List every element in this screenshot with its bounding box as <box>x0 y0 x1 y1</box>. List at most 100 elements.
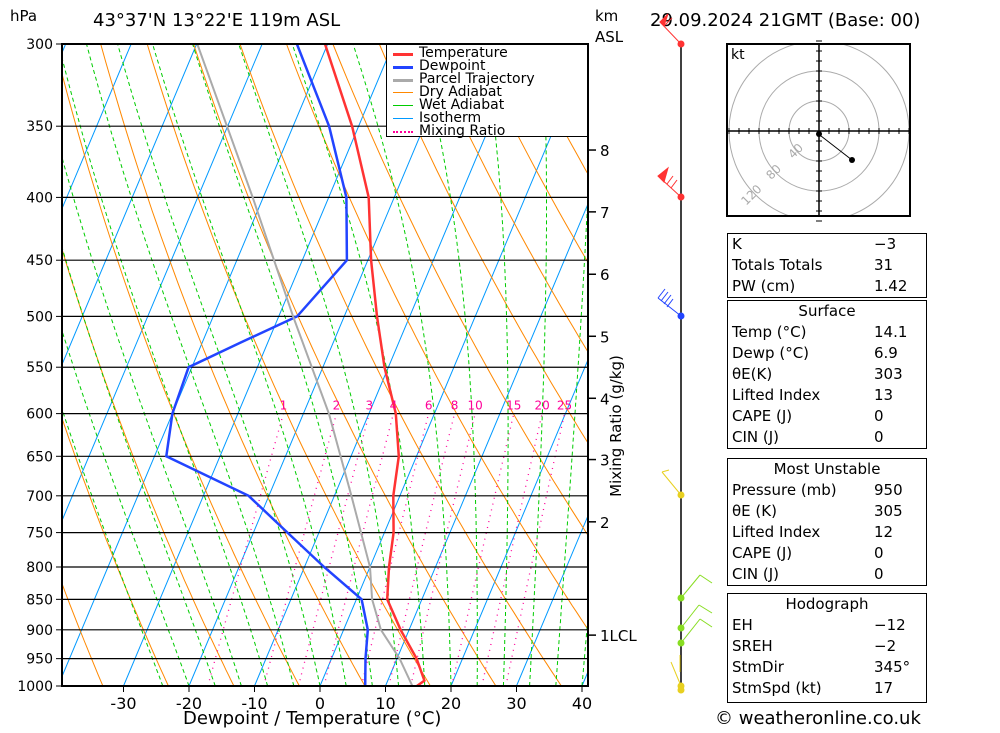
temperature-tick-label: -20 <box>176 694 202 713</box>
mixing-ratio-line <box>388 413 456 686</box>
dry-adiabat-line <box>62 582 104 686</box>
pressure-tick-label: 400 <box>26 190 53 206</box>
hodograph-unit: kt <box>731 47 745 63</box>
row-value: 305 <box>874 502 903 520</box>
table-row: Lifted Index 13 <box>728 385 926 406</box>
mixing-ratio-label: 8 <box>451 399 459 413</box>
legend-label: Isotherm <box>419 110 482 126</box>
table-row: StmSpd (kt) 17 <box>728 678 926 699</box>
dry-adiabat-line <box>378 44 588 444</box>
row-value: 17 <box>874 679 894 697</box>
asl-label: ASL <box>595 28 624 46</box>
isotherm-line <box>319 46 588 686</box>
isotherm-line <box>450 358 588 686</box>
row-value: 303 <box>874 365 903 383</box>
table-title: Hodograph <box>785 595 869 613</box>
table-row: θE (K) 305 <box>728 501 926 522</box>
wind-barb-400 <box>657 166 685 201</box>
legend-label: Dewpoint <box>419 58 486 74</box>
table-row: K −3 <box>728 234 926 255</box>
temperature-tick-label: 0 <box>315 694 325 713</box>
legend-swatch <box>393 53 413 56</box>
table-row: CIN (J) 0 <box>728 427 926 448</box>
wind-barb-500 <box>657 288 685 320</box>
table-row: SREH −2 <box>728 636 926 657</box>
location-title: 43°37'N 13°22'E 119m ASL <box>93 10 341 31</box>
plot-frame <box>61 43 589 687</box>
mixing-ratio-line <box>360 413 430 686</box>
table-row: PW (cm) 1.42 <box>728 276 926 297</box>
row-label: StmSpd (kt) <box>732 679 822 697</box>
pressure-tick-label: 900 <box>26 623 53 639</box>
table-row: CIN (J) 0 <box>728 564 926 585</box>
wet-adiabat-line <box>62 245 216 686</box>
row-label: CIN (J) <box>732 428 780 446</box>
row-value: 0 <box>874 428 884 446</box>
row-value: 12 <box>874 523 894 541</box>
temperature-tick-label: 40 <box>572 694 592 713</box>
row-value: 0 <box>874 544 884 562</box>
dry-adiabat-line <box>471 44 588 264</box>
dry-adiabat-line <box>937 44 1000 686</box>
legend-item: Temperature <box>387 46 587 60</box>
row-value: 0 <box>874 407 884 425</box>
wet-adiabat-line <box>529 44 547 686</box>
row-value: 1.42 <box>874 277 908 295</box>
legend-item: Mixing Ratio <box>387 124 587 138</box>
mixing-ratio-line <box>323 413 395 686</box>
row-label: Pressure (mb) <box>732 481 837 499</box>
table-row: Temp (°C) 14.1 <box>728 322 926 343</box>
wind-barb-1000 <box>670 655 685 694</box>
pressure-tick-label: 700 <box>26 489 53 505</box>
legend-swatch <box>393 66 413 69</box>
wind-barb-300 <box>659 13 685 48</box>
legend-swatch <box>393 105 413 106</box>
row-label: StmDir <box>732 658 784 676</box>
mixing-ratio-line <box>481 413 543 686</box>
pressure-tick-label: 650 <box>26 449 53 465</box>
legend-swatch <box>393 118 413 119</box>
row-value: 13 <box>874 386 894 404</box>
mixing-ratio-label: 20 <box>534 399 549 413</box>
pressure-tick-label: 600 <box>26 407 53 423</box>
wet-adiabat-line <box>152 44 347 686</box>
wind-barb-700 <box>661 469 685 499</box>
row-value: −12 <box>874 616 906 634</box>
row-value: 31 <box>874 256 894 274</box>
hodograph <box>726 40 911 222</box>
km-tick-label: 8 <box>600 142 610 160</box>
km-tick-label: 3 <box>600 452 610 470</box>
row-label: CAPE (J) <box>732 407 793 425</box>
legend: Temperature Dewpoint Parcel Trajectory Dry … <box>386 44 588 138</box>
legend-swatch <box>393 92 413 93</box>
table-row: EH −12 <box>728 615 926 636</box>
km-tick-label: 5 <box>600 328 610 346</box>
temperature-tick-label: 20 <box>441 694 461 713</box>
pressure-tick-label: 1000 <box>17 679 53 695</box>
mixing-ratio-label: 2 <box>333 399 341 413</box>
pressure-unit-label: hPa <box>10 7 38 25</box>
legend-item: Parcel Trajectory <box>387 71 587 87</box>
row-label: K <box>732 235 742 253</box>
pressure-tick-label: 300 <box>26 37 53 53</box>
isotherm-line <box>62 44 198 366</box>
table-row: StmDir 345° <box>728 657 926 678</box>
temperature-tick-label: -10 <box>241 694 267 713</box>
table-row: Pressure (mb) 950 <box>728 480 926 501</box>
wet-adiabat-line <box>192 44 373 686</box>
km-tick-label: 4 <box>600 390 610 408</box>
wet-adiabat-line <box>483 44 509 686</box>
km-tick-label: 2 <box>600 514 610 532</box>
row-label: Totals Totals <box>732 256 823 274</box>
mixing-ratio-label: 4 <box>390 399 398 413</box>
legend-label: Parcel Trajectory <box>419 71 535 87</box>
temperature-tick-label: 30 <box>506 694 526 713</box>
legend-swatch <box>393 79 413 82</box>
temperature-trace <box>323 44 426 686</box>
row-value: 0 <box>874 565 884 583</box>
row-label: PW (cm) <box>732 277 796 295</box>
dry-adiabat-line <box>239 44 562 686</box>
mixing-ratio-label: 3 <box>365 399 373 413</box>
hodograph-table: Hodograph EH −12 SREH −2 StmDir 345° StmSpd (kt… <box>727 593 927 703</box>
